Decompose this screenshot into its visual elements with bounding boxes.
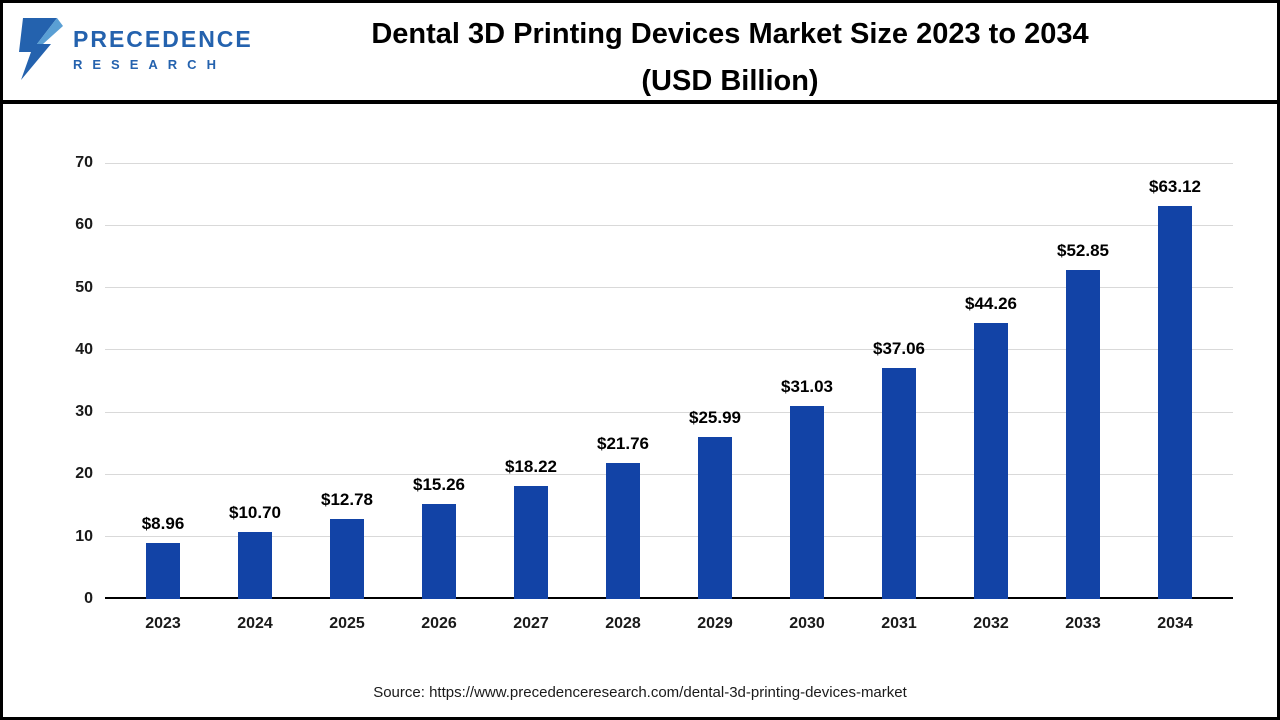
bar-2027 [514, 485, 548, 599]
bar-value-label: $31.03 [781, 376, 833, 396]
y-axis-labels: 0 10 20 30 40 50 60 70 [41, 154, 93, 607]
bar-2028 [606, 463, 640, 599]
bar-value-label: $15.26 [413, 474, 465, 494]
x-axis-line [105, 597, 1233, 599]
gridline [105, 224, 1233, 226]
bar-value-label: $25.99 [689, 408, 741, 428]
x-tick-label: 2027 [513, 615, 549, 632]
gridline [105, 162, 1233, 164]
bar-value-label: $21.76 [597, 434, 649, 454]
bar-2032 [974, 323, 1008, 599]
x-tick-label: 2026 [421, 615, 457, 632]
x-tick-label: 2029 [697, 615, 733, 632]
bar-2034 [1158, 205, 1192, 599]
x-tick-label: 2033 [1065, 615, 1101, 632]
x-axis-labels: 2023 2024 2025 2026 2027 2028 2029 2030 2031 2032… [105, 615, 1233, 633]
bar-slot: $52.85 [1037, 163, 1129, 599]
bar-slot: $15.26 [393, 163, 485, 599]
bar-value-label: $63.12 [1149, 176, 1201, 196]
bar-slot: $21.76 [577, 163, 669, 599]
bar-2031 [882, 368, 916, 599]
x-tick-label: 2028 [605, 615, 641, 632]
bar-value-label: $10.70 [229, 503, 281, 523]
x-tick-label: 2023 [145, 615, 181, 632]
chart-title-line1: Dental 3D Printing Devices Market Size 2… [371, 18, 1089, 50]
bar-2023 [146, 543, 180, 599]
source-text: Source: https://www.precedenceresearch.c… [373, 684, 907, 701]
y-tick-label: 60 [75, 216, 93, 234]
logo-line2: RESEARCH [73, 57, 226, 72]
bar-2030 [790, 405, 824, 599]
bar-slot: $25.99 [669, 163, 761, 599]
bar-slot: $31.03 [761, 163, 853, 599]
bar-value-label: $12.78 [321, 490, 373, 510]
x-tick-label: 2034 [1157, 615, 1193, 632]
bar-value-label: $8.96 [141, 514, 185, 534]
y-tick-label: 0 [84, 590, 93, 607]
bar-2033 [1066, 269, 1100, 599]
bar-value-label: $44.26 [965, 294, 1017, 314]
bar-value-label: $18.22 [505, 456, 557, 476]
y-tick-label: 10 [75, 527, 93, 545]
y-tick-label: 40 [75, 340, 93, 358]
bar-value-label: $37.06 [873, 339, 925, 359]
plot-area: $8.96 $10.70 $12.78 $15.26 $18.22 $21.76 $25.9… [105, 162, 1233, 599]
bar-slot: $63.12 [1129, 163, 1221, 599]
x-tick-label: 2030 [789, 615, 825, 632]
bar-2025 [330, 519, 364, 599]
y-tick-label: 20 [75, 465, 93, 483]
logo-text: PRECEDENCE RESEARCH [73, 26, 253, 72]
gridline [105, 411, 1233, 413]
bar-slot: $37.06 [853, 163, 945, 599]
y-tick-label: 70 [75, 154, 93, 171]
bar-slot: $10.70 [209, 163, 301, 599]
bar-slot: $8.96 [117, 163, 209, 599]
bar-2024 [238, 532, 272, 599]
y-tick-label: 50 [75, 278, 93, 296]
gridline [105, 287, 1233, 289]
x-tick-label: 2025 [329, 615, 365, 632]
gridline [105, 349, 1233, 351]
bar-2029 [698, 437, 732, 599]
precedence-logo-icon [19, 18, 63, 80]
bar-value-label: $52.85 [1057, 240, 1109, 260]
x-tick-label: 2024 [237, 615, 273, 632]
logo-line1: PRECEDENCE [73, 26, 253, 52]
header: PRECEDENCE RESEARCH Dental 3D Printing D… [3, 3, 1277, 104]
gridline [105, 536, 1233, 538]
bars: $8.96 $10.70 $12.78 $15.26 $18.22 $21.76 $25.9… [105, 163, 1233, 599]
x-tick-label: 2032 [973, 615, 1009, 632]
gridline [105, 473, 1233, 475]
chart-title: Dental 3D Printing Devices Market Size 2… [243, 11, 1217, 105]
bar-slot: $12.78 [301, 163, 393, 599]
y-tick-label: 30 [75, 403, 93, 421]
bar-slot: $18.22 [485, 163, 577, 599]
chart-title-line2: (USD Billion) [641, 65, 819, 97]
bar-slot: $44.26 [945, 163, 1037, 599]
bar-2026 [422, 503, 456, 599]
gridlines [105, 162, 1233, 599]
x-tick-label: 2031 [881, 615, 917, 632]
precedence-research-logo: PRECEDENCE RESEARCH [17, 18, 253, 80]
